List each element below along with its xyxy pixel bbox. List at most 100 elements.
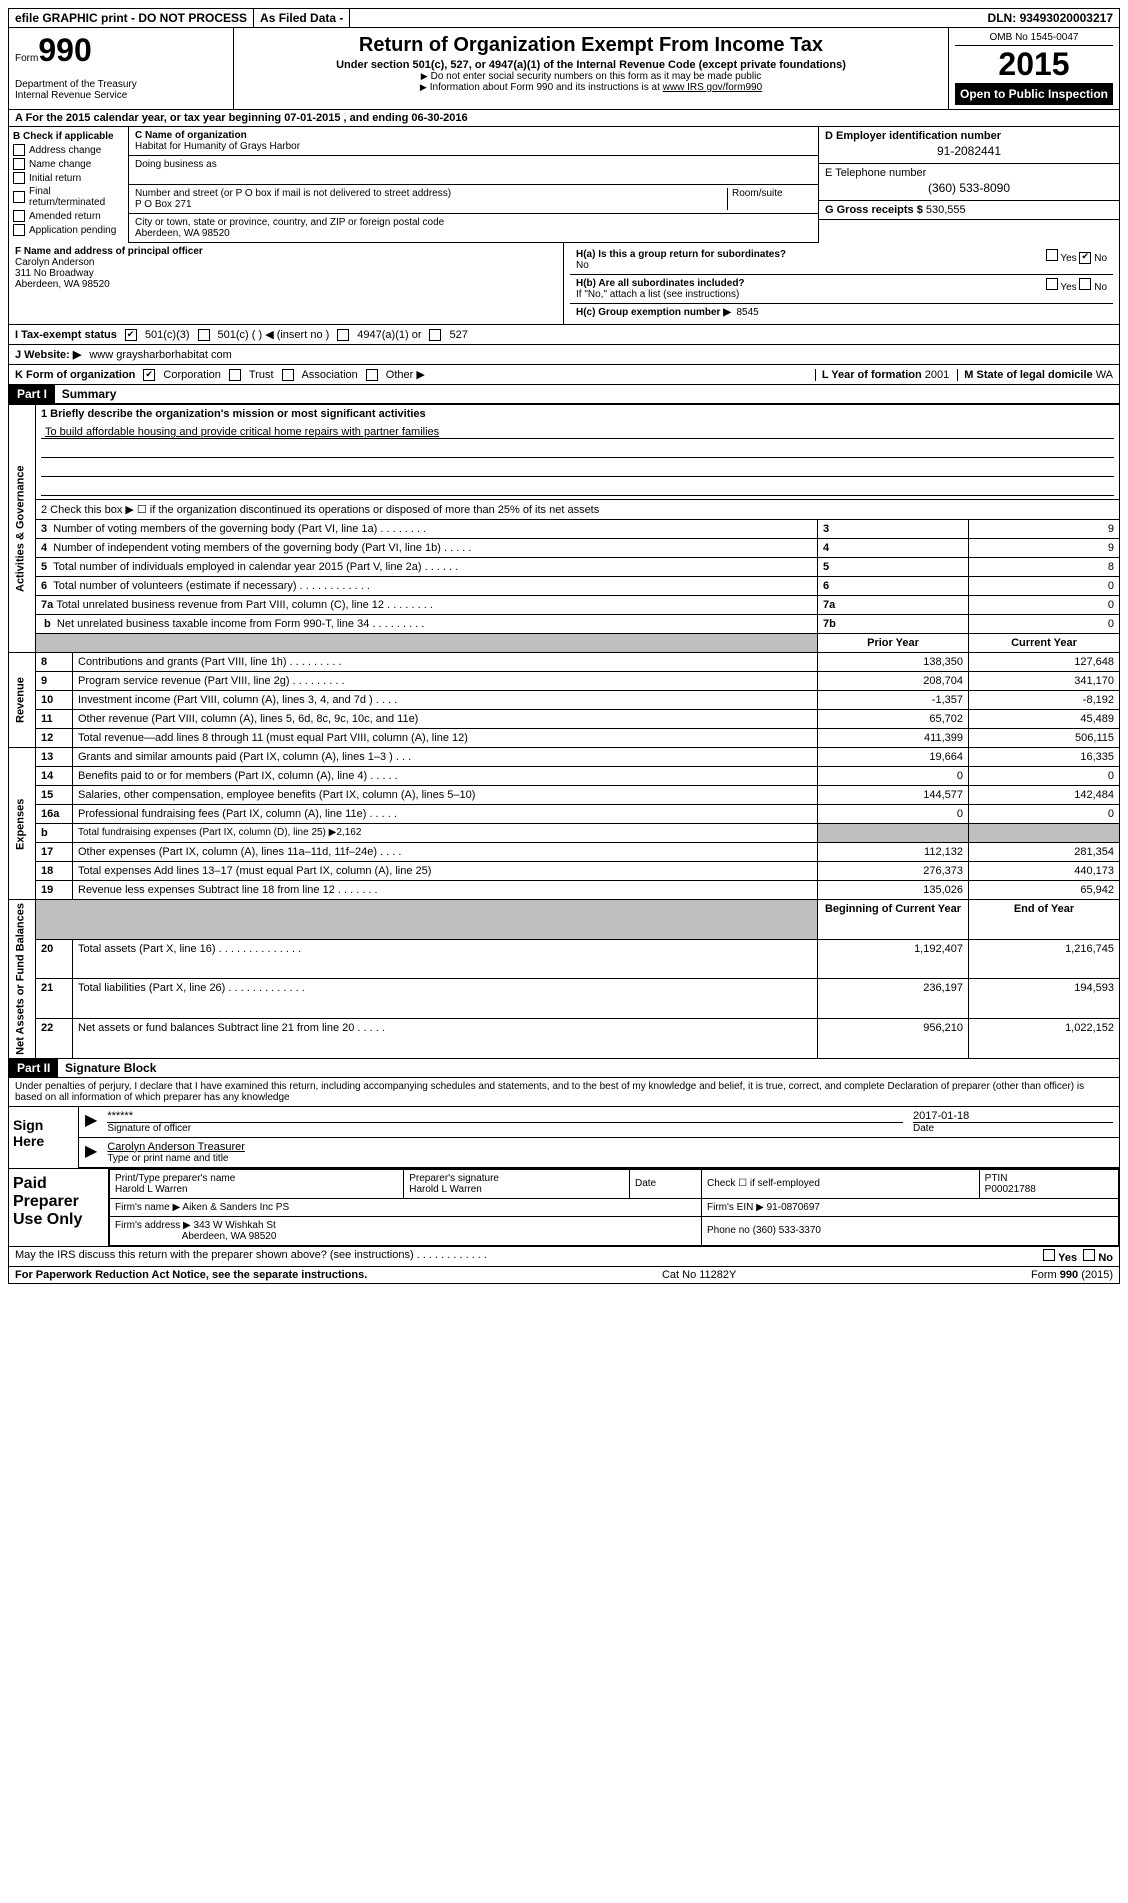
line-7a-key: 7a [818, 596, 969, 615]
dba-field: Doing business as [129, 156, 818, 185]
line-3-text: 3 Number of voting members of the govern… [36, 520, 818, 539]
row-j-label: J Website: ▶ [15, 348, 81, 361]
row-a: A For the 2015 calendar year, or tax yea… [8, 110, 1120, 127]
line-8-current: 127,648 [969, 653, 1120, 672]
discuss-yes[interactable] [1043, 1249, 1055, 1261]
discuss-row: May the IRS discuss this return with the… [8, 1247, 1120, 1267]
line-15-current: 142,484 [969, 786, 1120, 805]
line-11-num: 11 [36, 710, 73, 729]
rev-side-label: Revenue [9, 653, 36, 748]
line-14-prior: 0 [818, 767, 969, 786]
paperwork-notice: For Paperwork Reduction Act Notice, see … [15, 1269, 367, 1281]
prep-ptin-cell: PTINP00021788 [979, 1169, 1118, 1198]
form-number-block: Form990 Department of the TreasuryIntern… [9, 28, 234, 109]
rev-header-spacer [36, 634, 818, 653]
line-1: 1 Briefly describe the organization's mi… [36, 405, 1120, 500]
check-application-pending[interactable]: Application pending [13, 224, 124, 236]
begin-year-header: Beginning of Current Year [818, 900, 969, 940]
line-6-text: 6 Total number of volunteers (estimate i… [36, 577, 818, 596]
line-7b-text: b Net unrelated business taxable income … [36, 615, 818, 634]
phone-field: E Telephone number(360) 533-8090 [819, 164, 1119, 201]
column-f: F Name and address of principal officer … [9, 243, 564, 324]
row-j: J Website: ▶ www graysharborhabitat com [8, 345, 1120, 365]
line-20-end: 1,216,745 [969, 939, 1120, 979]
line-16b-prior [818, 824, 969, 843]
line-22-text: Net assets or fund balances Subtract lin… [73, 1019, 818, 1059]
column-h: H(a) Is this a group return for subordin… [564, 243, 1119, 324]
row-i-label: I Tax-exempt status [15, 329, 117, 341]
omb-number: OMB No 1545-0047 [955, 32, 1113, 46]
sig-name-row: ▶ Carolyn Anderson Treasurer Type or pri… [79, 1138, 1119, 1168]
line-21-begin: 236,197 [818, 979, 969, 1019]
preparer-block: Paid Preparer Use Only Print/Type prepar… [8, 1169, 1120, 1247]
title-block: Return of Organization Exempt From Incom… [234, 28, 949, 109]
line-7b-key: 7b [818, 615, 969, 634]
line-22-begin: 956,210 [818, 1019, 969, 1059]
firm-addr-cell: Firm's address ▶ 343 W Wishkah St Aberde… [110, 1216, 702, 1245]
note-2: Information about Form 990 and its instr… [240, 82, 942, 93]
firm-name-cell: Firm's name ▶ Aiken & Sanders Inc PS [110, 1198, 702, 1216]
line-16b-num: b [36, 824, 73, 843]
paid-preparer-label: Paid Preparer Use Only [9, 1169, 109, 1246]
line-10-num: 10 [36, 691, 73, 710]
check-4947[interactable] [337, 329, 349, 341]
line-15-num: 15 [36, 786, 73, 805]
line-3-key: 3 [818, 520, 969, 539]
org-name-field: C Name of organizationHabitat for Humani… [129, 127, 818, 156]
check-address-change[interactable]: Address change [13, 144, 124, 156]
line-17-prior: 112,132 [818, 843, 969, 862]
line-5-val: 8 [969, 558, 1120, 577]
footer: For Paperwork Reduction Act Notice, see … [8, 1267, 1120, 1284]
check-501c3[interactable] [125, 329, 137, 341]
check-corporation[interactable] [143, 369, 155, 381]
line-11-prior: 65,702 [818, 710, 969, 729]
year-block: OMB No 1545-0047 2015 Open to Public Ins… [949, 28, 1119, 109]
sig-officer-row: ▶ ****** Signature of officer 2017-01-18… [79, 1107, 1119, 1138]
line-4-val: 9 [969, 539, 1120, 558]
line-13-prior: 19,664 [818, 748, 969, 767]
summary-table: Activities & Governance 1 Briefly descri… [8, 404, 1120, 1059]
check-association[interactable] [282, 369, 294, 381]
website-value: www graysharborhabitat com [89, 349, 231, 361]
line-17-text: Other expenses (Part IX, column (A), lin… [73, 843, 818, 862]
row-i: I Tax-exempt status 501(c)(3) 501(c) ( )… [8, 325, 1120, 345]
check-other[interactable] [366, 369, 378, 381]
check-name-change[interactable]: Name change [13, 158, 124, 170]
line-11-current: 45,489 [969, 710, 1120, 729]
line-8-text: Contributions and grants (Part VIII, lin… [73, 653, 818, 672]
dept-label: Department of the TreasuryInternal Reven… [15, 79, 227, 101]
line-16a-prior: 0 [818, 805, 969, 824]
section-bcd: B Check if applicable Address change Nam… [8, 127, 1120, 243]
line-9-current: 341,170 [969, 672, 1120, 691]
current-year-header: Current Year [969, 634, 1120, 653]
check-527[interactable] [429, 329, 441, 341]
year-formation: L Year of formation 2001 [815, 369, 949, 381]
line-5-text: 5 Total number of individuals employed i… [36, 558, 818, 577]
line-14-num: 14 [36, 767, 73, 786]
check-amended-return[interactable]: Amended return [13, 210, 124, 222]
sign-here-label: Sign Here [9, 1107, 79, 1168]
line-2: 2 Check this box ▶ ☐ if the organization… [36, 500, 1120, 520]
form-header: Form990 Department of the TreasuryIntern… [8, 28, 1120, 110]
line-20-begin: 1,192,407 [818, 939, 969, 979]
state-domicile: M State of legal domicile WA [957, 369, 1113, 381]
line-6-val: 0 [969, 577, 1120, 596]
col-b-header: B Check if applicable [13, 131, 114, 142]
column-d: D Employer identification number91-20824… [819, 127, 1119, 243]
check-501c[interactable] [198, 329, 210, 341]
line-3-val: 9 [969, 520, 1120, 539]
line-19-current: 65,942 [969, 881, 1120, 900]
line-13-text: Grants and similar amounts paid (Part IX… [73, 748, 818, 767]
line-13-num: 13 [36, 748, 73, 767]
gov-side-label: Activities & Governance [9, 405, 36, 653]
hb-row: H(b) Are all subordinates included?If "N… [570, 275, 1113, 304]
gross-receipts-field: G Gross receipts $ 530,555 [819, 201, 1119, 220]
check-trust[interactable] [229, 369, 241, 381]
check-initial-return[interactable]: Initial return [13, 172, 124, 184]
discuss-no[interactable] [1083, 1249, 1095, 1261]
check-final-return[interactable]: Final return/terminated [13, 186, 124, 208]
line-7b-val: 0 [969, 615, 1120, 634]
line-4-key: 4 [818, 539, 969, 558]
line-10-prior: -1,357 [818, 691, 969, 710]
line-18-current: 440,173 [969, 862, 1120, 881]
